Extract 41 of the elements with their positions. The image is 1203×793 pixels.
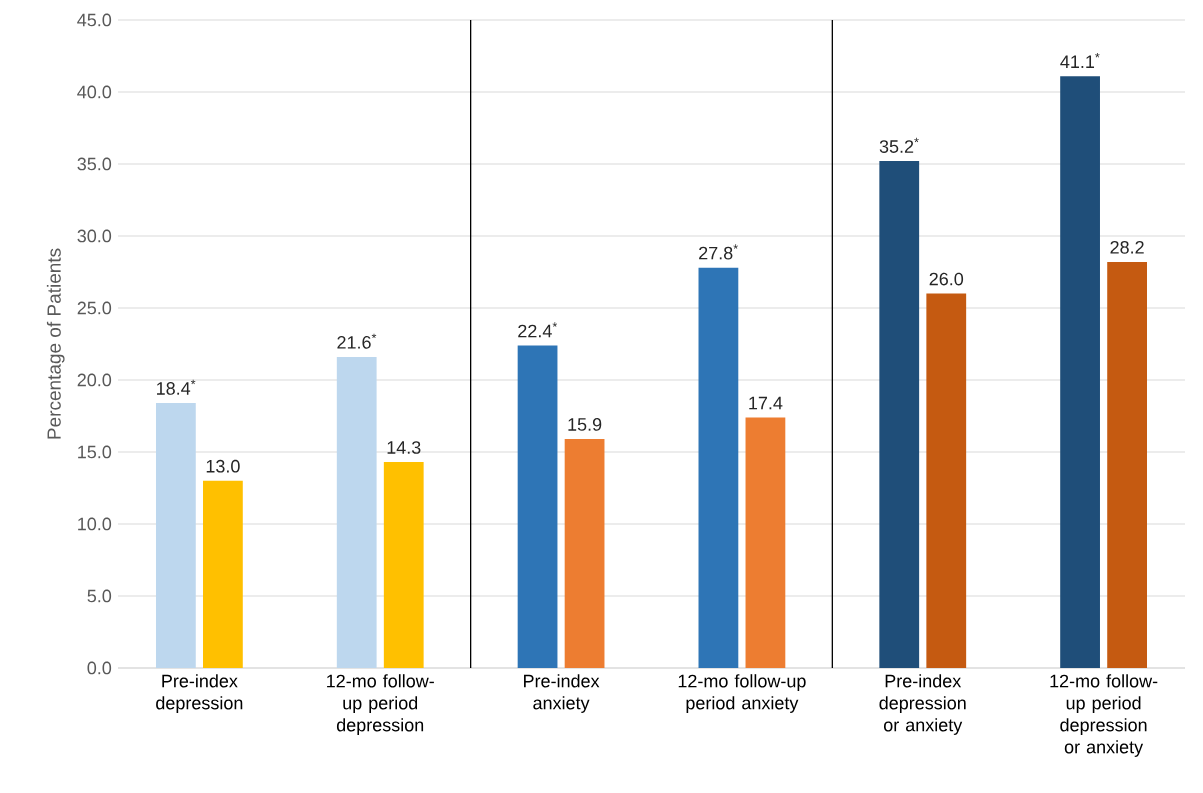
y-tick-label: 30.0 [77, 229, 112, 243]
data-label: 14.3 [387, 441, 421, 454]
bar [517, 345, 558, 668]
x-tick-label: Pre-index depression [156, 674, 243, 713]
bar [1060, 76, 1100, 668]
y-tick-label: 5.0 [87, 589, 112, 603]
y-axis-title: Percentage of Patients [46, 248, 65, 439]
x-tick-label: 12-mo follow-up period depression or anxiety [1050, 674, 1158, 757]
data-label: 27.8$^{*}$ [699, 244, 738, 260]
bar [745, 417, 786, 668]
bar [698, 267, 739, 668]
x-tick-label: Pre-index depression or anxiety [879, 674, 966, 735]
y-tick-label: 15.0 [78, 445, 112, 459]
bar [155, 403, 196, 668]
data-label: 17.4 [749, 396, 783, 410]
data-label: 28.2 [1110, 240, 1144, 254]
data-label: 21.6$^{*}$ [337, 333, 377, 349]
data-label: 35.2$^{*}$ [879, 137, 919, 153]
bar [203, 480, 243, 668]
x-tick-label: 12-mo follow-up period depression [327, 674, 434, 735]
data-label: 22.4$^{*}$ [518, 322, 558, 338]
y-tick-label: 25.0 [77, 301, 112, 315]
data-label: 26.0 [929, 272, 964, 286]
data-label: 15.9 [568, 418, 602, 431]
y-tick-label: 20.0 [77, 373, 112, 387]
x-tick-label: Pre-index anxiety [524, 674, 600, 713]
bar [383, 462, 424, 668]
bar [564, 439, 605, 668]
bar [1107, 261, 1147, 668]
data-label: 13.0 [206, 459, 240, 473]
y-tick-label: 40.0 [77, 85, 112, 99]
x-tick-label: 12-mo follow-up period anxiety [678, 674, 806, 713]
y-tick-label: 45.0 [77, 13, 112, 27]
data-label: 41.1$^{*}$ [1060, 53, 1100, 68]
y-tick-label: 0.0 [87, 661, 112, 675]
y-tick-label: 35.0 [77, 157, 112, 171]
bar [879, 161, 920, 668]
bar [926, 293, 967, 668]
y-tick-label: 10.0 [78, 517, 112, 531]
data-label: 18.4$^{*}$ [157, 379, 196, 395]
bar [336, 356, 377, 668]
